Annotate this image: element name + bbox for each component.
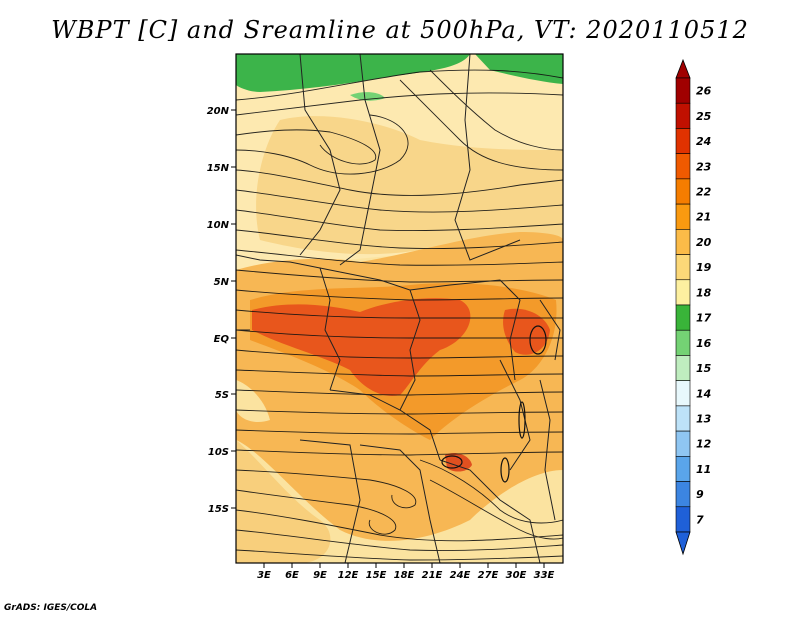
colorbar-label: 18 — [696, 286, 712, 299]
lat-axis: 20N 15N 10N 5N EQ 5S 10S 15S — [207, 106, 236, 515]
colorbar-arrow-bottom — [675, 531, 691, 556]
colorbar-swatch — [675, 405, 691, 432]
lon-tick-label: 27E — [478, 570, 499, 581]
colorbar-swatch — [675, 128, 691, 154]
lon-tick-label: 6E — [285, 570, 299, 581]
colorbar-swatch — [675, 77, 691, 104]
colorbar-swatch — [675, 380, 691, 407]
colorbar-swatch — [675, 481, 691, 508]
country-borders — [236, 54, 561, 563]
colorbar-label: 26 — [696, 85, 712, 98]
colorbar-label: 11 — [696, 463, 711, 476]
colorbar-label: 25 — [696, 110, 712, 123]
lat-tick-label: 15N — [207, 163, 230, 174]
colorbar-label: 21 — [696, 211, 711, 224]
lon-tick-label: 3E — [257, 570, 271, 581]
colorbar-label: 19 — [696, 261, 712, 274]
lon-tick-label: 12E — [338, 570, 359, 581]
colorbar-label: 24 — [696, 135, 711, 148]
lat-tick-label: 10S — [208, 447, 229, 458]
warm-core-south — [445, 453, 472, 472]
lat-tick-label: 20N — [207, 106, 230, 117]
green-zone-northeast — [475, 54, 563, 84]
lon-tick-label: 15E — [366, 570, 387, 581]
colorbar-label: 17 — [696, 312, 712, 325]
colorbar-swatch — [675, 279, 691, 306]
lat-tick-label: 15S — [208, 504, 229, 515]
map-panel — [236, 54, 563, 563]
lon-tick-label: 9E — [313, 570, 327, 581]
lat-tick-label: 5S — [215, 390, 229, 401]
colorbar-swatch — [675, 254, 691, 281]
colorbar-label: 9 — [696, 488, 704, 501]
map-title: WBPT [C] and Sreamline at 500hPa, VT: 20… — [51, 16, 749, 44]
lon-tick-label: 18E — [394, 570, 415, 581]
colorbar-label: 13 — [696, 413, 712, 426]
lat-tick-label: 5N — [214, 277, 230, 288]
colorbar-arrow-top — [675, 58, 691, 79]
lon-axis: 3E 6E 9E 12E 15E 18E 21E 24E 27E 30E 33E — [257, 563, 555, 581]
colorbar-label: 22 — [696, 186, 712, 199]
lon-tick-label: 21E — [422, 570, 443, 581]
colorbar-swatch — [675, 304, 691, 331]
colorbar-label: 20 — [696, 236, 712, 249]
map-frame — [235, 53, 564, 564]
lon-tick-label: 33E — [534, 570, 555, 581]
colorbar-label: 7 — [696, 513, 704, 526]
colorbar-label: 16 — [696, 337, 712, 350]
colorbar-label: 12 — [696, 438, 712, 451]
colorbar: 26 25 24 23 22 21 20 19 18 17 16 15 14 13 12 11 9 7 — [675, 58, 712, 556]
colorbar-swatch — [675, 178, 691, 205]
colorbar-label: 23 — [696, 160, 712, 173]
colorbar-swatch — [675, 430, 691, 457]
colorbar-swatch — [675, 506, 691, 533]
colorbar-swatch — [675, 153, 691, 180]
green-zone-north — [236, 54, 470, 92]
colorbar-label: 15 — [696, 362, 712, 375]
colorbar-swatch — [675, 102, 691, 129]
warm-core-zone — [252, 298, 471, 396]
lon-tick-label: 30E — [506, 570, 527, 581]
colorbar-swatch — [675, 229, 691, 255]
lat-tick-label: EQ — [214, 334, 230, 345]
colorbar-label: 14 — [696, 387, 711, 400]
lon-tick-label: 24E — [450, 570, 471, 581]
colorbar-swatch — [675, 329, 691, 356]
grads-credit: GrADS: IGES/COLA — [4, 603, 98, 613]
lat-tick-label: 10N — [207, 220, 230, 231]
colorbar-swatch — [675, 456, 691, 482]
colorbar-swatch — [675, 355, 691, 381]
light-orange-band-north — [256, 116, 563, 255]
lakes — [441, 325, 547, 483]
colorbar-swatch — [675, 203, 691, 230]
